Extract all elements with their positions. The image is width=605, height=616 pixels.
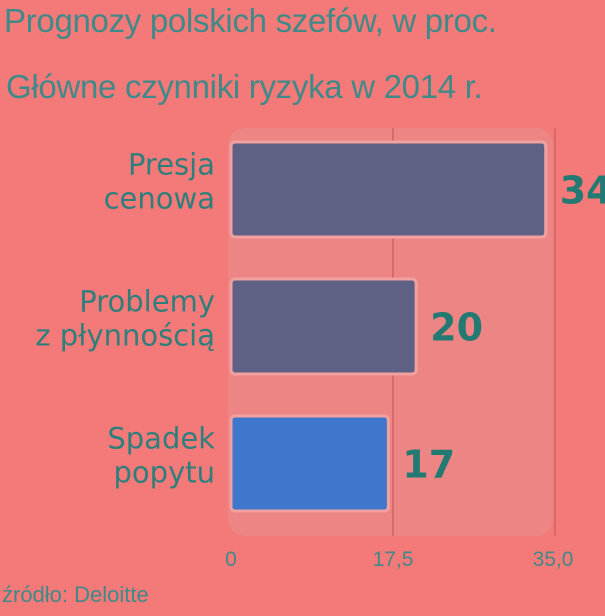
source-note: źródło: Deloitte xyxy=(2,582,149,607)
category-label: Spadek xyxy=(107,422,215,456)
bar xyxy=(229,277,418,376)
category-label: z płynnością xyxy=(35,319,215,353)
category-label: cenowa xyxy=(104,182,215,216)
category-label: Presja xyxy=(128,148,215,182)
bar xyxy=(229,414,390,513)
chart-title: Główne czynniki ryzyka w 2014 r. xyxy=(6,68,483,105)
tick-label: 35,0 xyxy=(533,548,574,571)
bar xyxy=(229,140,548,239)
bars xyxy=(229,140,548,513)
value-label: 20 xyxy=(430,306,483,350)
chart-header: Prognozy polskich szefów, w proc. xyxy=(4,2,497,39)
x-axis-ticks: 0 17,5 35,0 xyxy=(225,548,573,571)
category-label: popytu xyxy=(114,456,215,490)
value-labels: 34 20 17 xyxy=(402,169,605,487)
category-label: Problemy xyxy=(79,285,215,319)
value-label: 34 xyxy=(560,169,605,213)
tick-label: 17,5 xyxy=(373,548,414,571)
value-label: 17 xyxy=(402,443,455,487)
tick-label: 0 xyxy=(225,548,237,571)
